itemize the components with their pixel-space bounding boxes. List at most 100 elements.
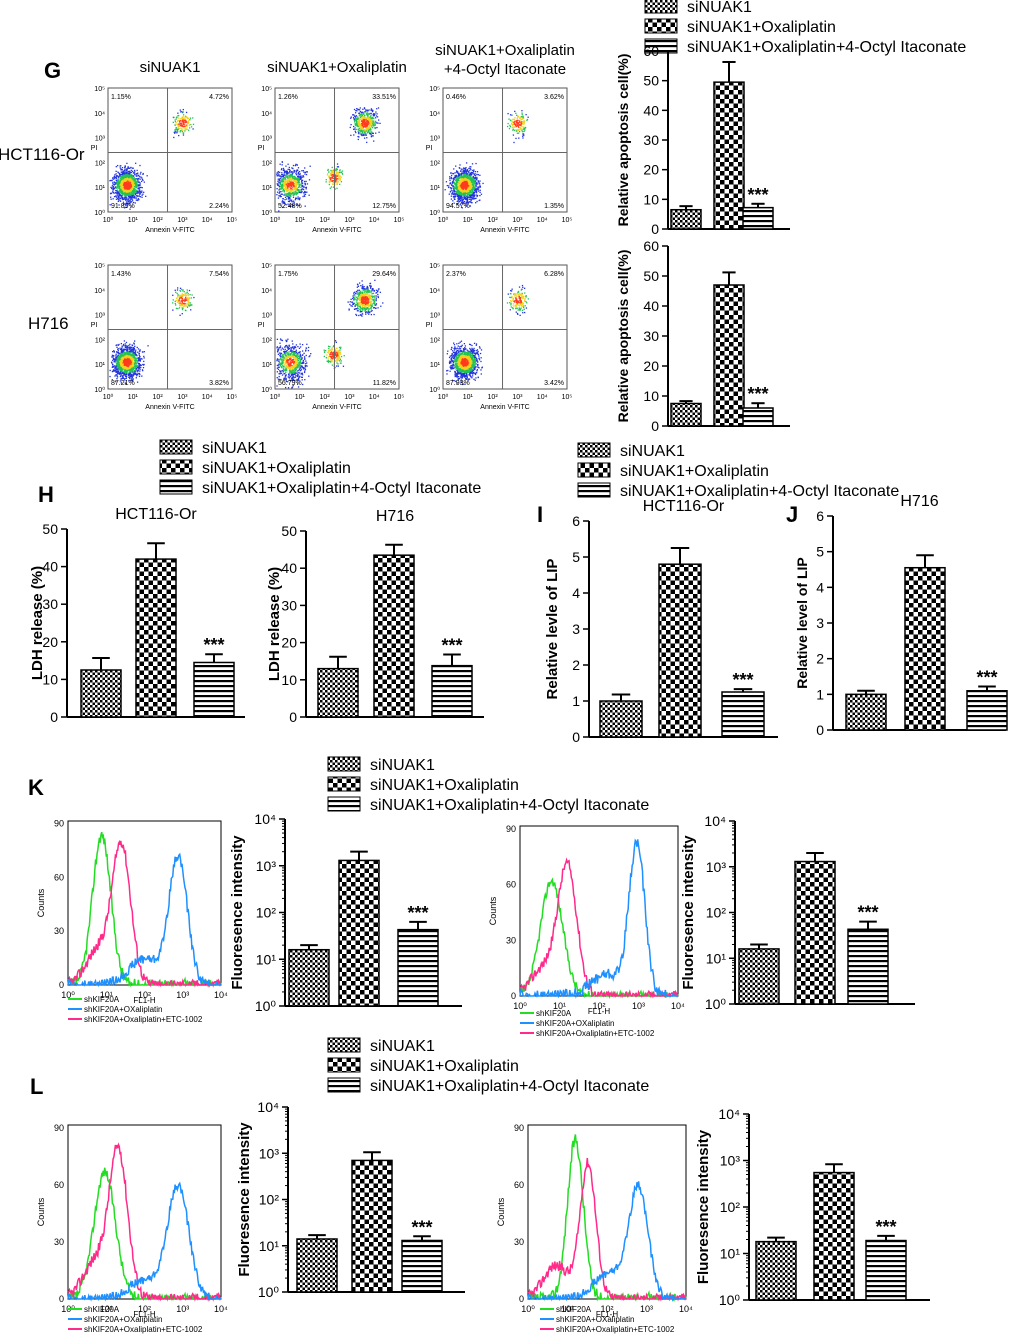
flow-event-dot xyxy=(448,185,450,187)
flow-event-dot xyxy=(369,117,371,119)
flow-event-dot xyxy=(132,167,134,169)
flow-event-dot xyxy=(294,199,297,201)
flow-event-dot xyxy=(463,178,465,181)
flow-event-dot xyxy=(296,187,298,189)
flow-event-dot xyxy=(139,193,141,196)
flow-event-dot xyxy=(141,375,143,377)
bar-I-0 xyxy=(599,700,643,738)
flow-event-dot xyxy=(139,349,141,351)
flow-event-dot xyxy=(460,174,463,176)
flow-event-dot xyxy=(292,194,294,196)
flow-event-dot xyxy=(327,169,329,172)
flow-event-dot xyxy=(132,177,134,179)
flow-event-dot xyxy=(454,182,456,184)
flow-event-dot xyxy=(187,117,189,120)
flow-event-dot xyxy=(359,131,362,133)
flow-event-dot xyxy=(507,122,509,125)
flow-event-dot xyxy=(281,201,283,203)
flow-event-dot xyxy=(366,129,368,131)
flow-event-dot xyxy=(140,186,142,188)
flow-event-dot xyxy=(141,186,143,189)
flow-event-dot xyxy=(182,289,184,291)
flow-event-dot xyxy=(295,184,298,187)
flow-event-dot xyxy=(133,343,135,345)
flow-event-dot xyxy=(282,178,285,180)
bar-G1-2 xyxy=(742,206,774,230)
flow-event-dot xyxy=(458,181,460,183)
flow-event-dot xyxy=(180,122,183,125)
flow-event-dot xyxy=(137,190,139,192)
flow-event-dot xyxy=(461,200,464,202)
flow-event-dot xyxy=(456,175,458,177)
flow-event-dot xyxy=(468,185,470,188)
flow-event-dot xyxy=(114,174,116,176)
flow-event-dot xyxy=(522,121,525,123)
y-tick-label-I-5: 5 xyxy=(572,549,580,565)
flow-event-dot xyxy=(183,118,186,120)
flow-event-dot xyxy=(457,177,460,179)
flow-event-dot xyxy=(119,179,121,181)
flow-event-dot xyxy=(280,169,283,171)
flow-event-dot xyxy=(114,375,116,377)
flow-event-dot xyxy=(182,134,185,136)
legend-swatch-l-1 xyxy=(327,1057,361,1073)
flow-event-dot xyxy=(185,128,188,130)
flow-event-dot xyxy=(472,178,475,180)
flow-event-dot xyxy=(135,178,137,180)
flow-event-dot xyxy=(469,183,471,185)
flow-event-dot xyxy=(115,198,118,200)
flow-event-dot xyxy=(136,199,138,201)
flow-event-dot xyxy=(453,187,455,190)
flow-event-dot xyxy=(458,188,460,191)
flow-event-dot xyxy=(133,181,135,183)
flow-event-dot xyxy=(300,178,302,180)
flow-event-dot xyxy=(455,190,457,193)
flow-event-dot xyxy=(524,129,526,131)
flow-event-dot xyxy=(330,177,332,179)
flow-event-dot xyxy=(284,181,286,183)
flow-event-dot xyxy=(118,197,120,199)
flow-event-dot xyxy=(284,188,287,190)
flow-event-dot xyxy=(365,132,367,135)
flow-event-dot xyxy=(464,176,467,178)
flow-event-dot xyxy=(284,174,286,176)
flow-event-dot xyxy=(466,182,469,184)
y-tick-label-G2-2: 20 xyxy=(643,358,659,374)
flow-event-dot xyxy=(287,168,289,171)
y-tick-label-J-6: 6 xyxy=(816,508,824,524)
flow-event-dot xyxy=(469,185,471,188)
flow-event-dot xyxy=(286,195,288,197)
flow-event-dot xyxy=(285,184,287,187)
flow-event-dot xyxy=(354,130,356,132)
flow-column-title-2: +4-Octyl Itaconate xyxy=(444,61,566,78)
flow-event-dot xyxy=(185,298,187,300)
flow-event-dot xyxy=(291,192,293,194)
flow-event-dot xyxy=(128,347,130,349)
flow-event-dot xyxy=(285,179,287,181)
flow-event-dot xyxy=(304,190,306,193)
flow-event-dot xyxy=(120,190,122,193)
flow-event-dot xyxy=(281,172,283,174)
flow-event-dot xyxy=(118,183,120,186)
flow-event-dot xyxy=(476,171,479,173)
flow-event-dot xyxy=(129,370,131,372)
flow-event-dot xyxy=(286,190,288,192)
flow-event-dot xyxy=(186,118,189,120)
flow-event-dot xyxy=(463,176,465,179)
flow-event-dot xyxy=(178,295,180,297)
flow-event-dot xyxy=(305,191,307,193)
flow-event-dot xyxy=(297,180,299,182)
flow-event-dot xyxy=(479,199,481,201)
flow-event-dot xyxy=(290,189,293,192)
flow-event-dot xyxy=(369,124,371,126)
flow-event-dot xyxy=(136,190,138,192)
flow-event-dot xyxy=(121,193,124,195)
flow-event-dot xyxy=(522,131,524,133)
flow-event-dot xyxy=(353,120,356,122)
flow-event-dot xyxy=(115,179,118,182)
flow-event-dot xyxy=(367,118,370,121)
significance-label-K2: *** xyxy=(857,903,878,923)
flow-event-dot xyxy=(121,171,123,173)
flow-event-dot xyxy=(127,170,130,173)
flow-event-dot xyxy=(461,201,463,204)
